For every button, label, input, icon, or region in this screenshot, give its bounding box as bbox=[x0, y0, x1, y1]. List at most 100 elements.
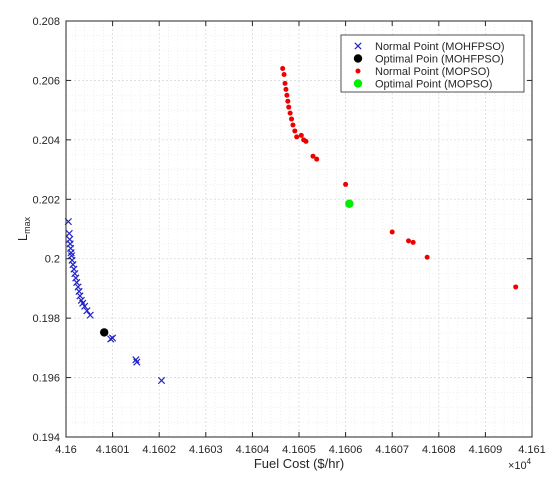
x-axis-label: Fuel Cost ($/hr) bbox=[254, 456, 344, 471]
x-marker-stroke bbox=[76, 292, 84, 300]
data-point bbox=[83, 307, 91, 315]
x-marker-stroke bbox=[83, 307, 91, 315]
x-marker-stroke bbox=[132, 356, 140, 364]
x-tick-label: 4.1608 bbox=[422, 444, 456, 456]
data-point bbox=[280, 66, 286, 72]
x-marker-stroke bbox=[86, 311, 94, 319]
x-marker-stroke bbox=[73, 278, 81, 287]
data-point bbox=[100, 328, 109, 337]
series-2-points bbox=[280, 66, 519, 290]
data-point bbox=[343, 181, 349, 187]
legend-item: Optimal Poin (MOHFPSO) bbox=[353, 54, 504, 66]
x-marker-stroke bbox=[157, 376, 166, 385]
x-tick-label: 4.1607 bbox=[375, 444, 409, 456]
data-point bbox=[406, 238, 412, 244]
y-axis-label: Lmax bbox=[15, 216, 32, 241]
data-point bbox=[86, 311, 94, 319]
data-point bbox=[424, 254, 430, 260]
y-tick-label: 0.2 bbox=[45, 254, 60, 266]
data-point bbox=[132, 356, 140, 364]
data-point bbox=[287, 110, 293, 116]
y-tick-label: 0.202 bbox=[32, 194, 60, 206]
x-marker-stroke bbox=[65, 229, 73, 238]
series-3-points bbox=[345, 199, 354, 208]
x-axis-multiplier-exponent: 4 bbox=[527, 457, 532, 466]
data-point bbox=[157, 376, 166, 385]
data-point bbox=[290, 122, 296, 128]
y-tick-label: 0.196 bbox=[32, 373, 60, 385]
data-point bbox=[108, 334, 117, 342]
data-point bbox=[289, 116, 295, 122]
data-point bbox=[294, 134, 300, 140]
x-tick-label: 4.16 bbox=[55, 444, 76, 456]
y-tick-label: 0.194 bbox=[32, 432, 60, 444]
data-points bbox=[64, 66, 519, 385]
data-point bbox=[65, 229, 73, 238]
y-axis-label-main: L bbox=[15, 234, 30, 241]
y-tick-label: 0.206 bbox=[32, 75, 60, 87]
data-point bbox=[303, 138, 309, 144]
x-marker-stroke bbox=[67, 249, 75, 257]
data-point bbox=[286, 104, 292, 110]
x-tick-label: 4.1601 bbox=[96, 444, 130, 456]
y-tick-label: 0.204 bbox=[32, 135, 60, 147]
data-point bbox=[81, 302, 89, 310]
legend-item: Normal Point (MOHFPSO) bbox=[354, 41, 505, 53]
y-axis-label-subscript: max bbox=[22, 216, 32, 234]
y-tick-labels: 0.194 0.196 0.198 0.2 0.202 0.204 0.206 0.208 bbox=[32, 16, 60, 444]
legend-label: Optimal Poin (MOHFPSO) bbox=[375, 54, 504, 66]
x-marker-stroke bbox=[81, 302, 89, 310]
legend-label: Normal Point (MOHFPSO) bbox=[375, 41, 505, 53]
x-tick-label: 4.1602 bbox=[142, 444, 176, 456]
x-tick-labels: 4.16 4.1601 4.1602 4.1603 4.1604 4.1605 4.1606… bbox=[55, 444, 545, 456]
x-tick-label: 4.1603 bbox=[189, 444, 223, 456]
x-marker-stroke bbox=[354, 42, 362, 50]
data-point bbox=[345, 199, 354, 208]
data-point bbox=[410, 239, 416, 245]
data-point bbox=[133, 358, 141, 366]
legend-marker bbox=[354, 42, 362, 50]
data-point bbox=[389, 229, 395, 235]
data-point bbox=[292, 128, 298, 134]
legend-item: Normal Point (MOPSO) bbox=[355, 66, 490, 78]
x-marker-stroke bbox=[79, 299, 87, 307]
y-axis-label-group: Lmax bbox=[15, 216, 32, 241]
x-axis-multiplier-base: ×10 bbox=[508, 460, 527, 472]
legend-label: Normal Point (MOPSO) bbox=[375, 66, 490, 78]
x-tick-label: 4.1605 bbox=[282, 444, 316, 456]
x-marker-stroke bbox=[107, 335, 115, 343]
data-point bbox=[107, 335, 115, 343]
data-point bbox=[73, 278, 81, 287]
legend-marker bbox=[353, 54, 363, 63]
legend-box bbox=[340, 34, 525, 93]
legend-marker bbox=[355, 68, 361, 74]
data-point bbox=[310, 153, 316, 159]
x-marker-stroke bbox=[108, 334, 117, 342]
x-axis-multiplier: ×104 bbox=[508, 457, 532, 472]
data-point bbox=[281, 71, 287, 77]
data-point bbox=[285, 98, 291, 104]
data-point bbox=[284, 92, 290, 98]
y-tick-label: 0.198 bbox=[32, 313, 60, 325]
series-0-points bbox=[64, 217, 166, 385]
legend-items: Normal Point (MOHFPSO)Optimal Poin (MOHF… bbox=[353, 41, 505, 91]
x-marker-stroke bbox=[77, 296, 86, 304]
y-tick-label: 0.208 bbox=[32, 16, 60, 28]
legend: Normal Point (MOHFPSO)Optimal Poin (MOHF… bbox=[340, 34, 525, 93]
legend-label: Optimal Point (MOPSO) bbox=[375, 79, 492, 91]
legend-item: Optimal Point (MOPSO) bbox=[353, 79, 492, 91]
data-point bbox=[314, 156, 320, 162]
data-point bbox=[283, 86, 289, 92]
legend-marker bbox=[353, 79, 363, 88]
x-marker-stroke bbox=[133, 358, 141, 366]
data-point bbox=[298, 132, 304, 138]
data-point bbox=[282, 80, 288, 86]
x-tick-label: 4.1604 bbox=[236, 444, 270, 456]
x-tick-label: 4.1606 bbox=[329, 444, 363, 456]
axis-ticks bbox=[65, 20, 533, 438]
series-1-points bbox=[100, 328, 109, 337]
x-tick-label: 4.1609 bbox=[469, 444, 503, 456]
data-point bbox=[76, 292, 84, 300]
x-tick-label: 4.161 bbox=[518, 444, 546, 456]
